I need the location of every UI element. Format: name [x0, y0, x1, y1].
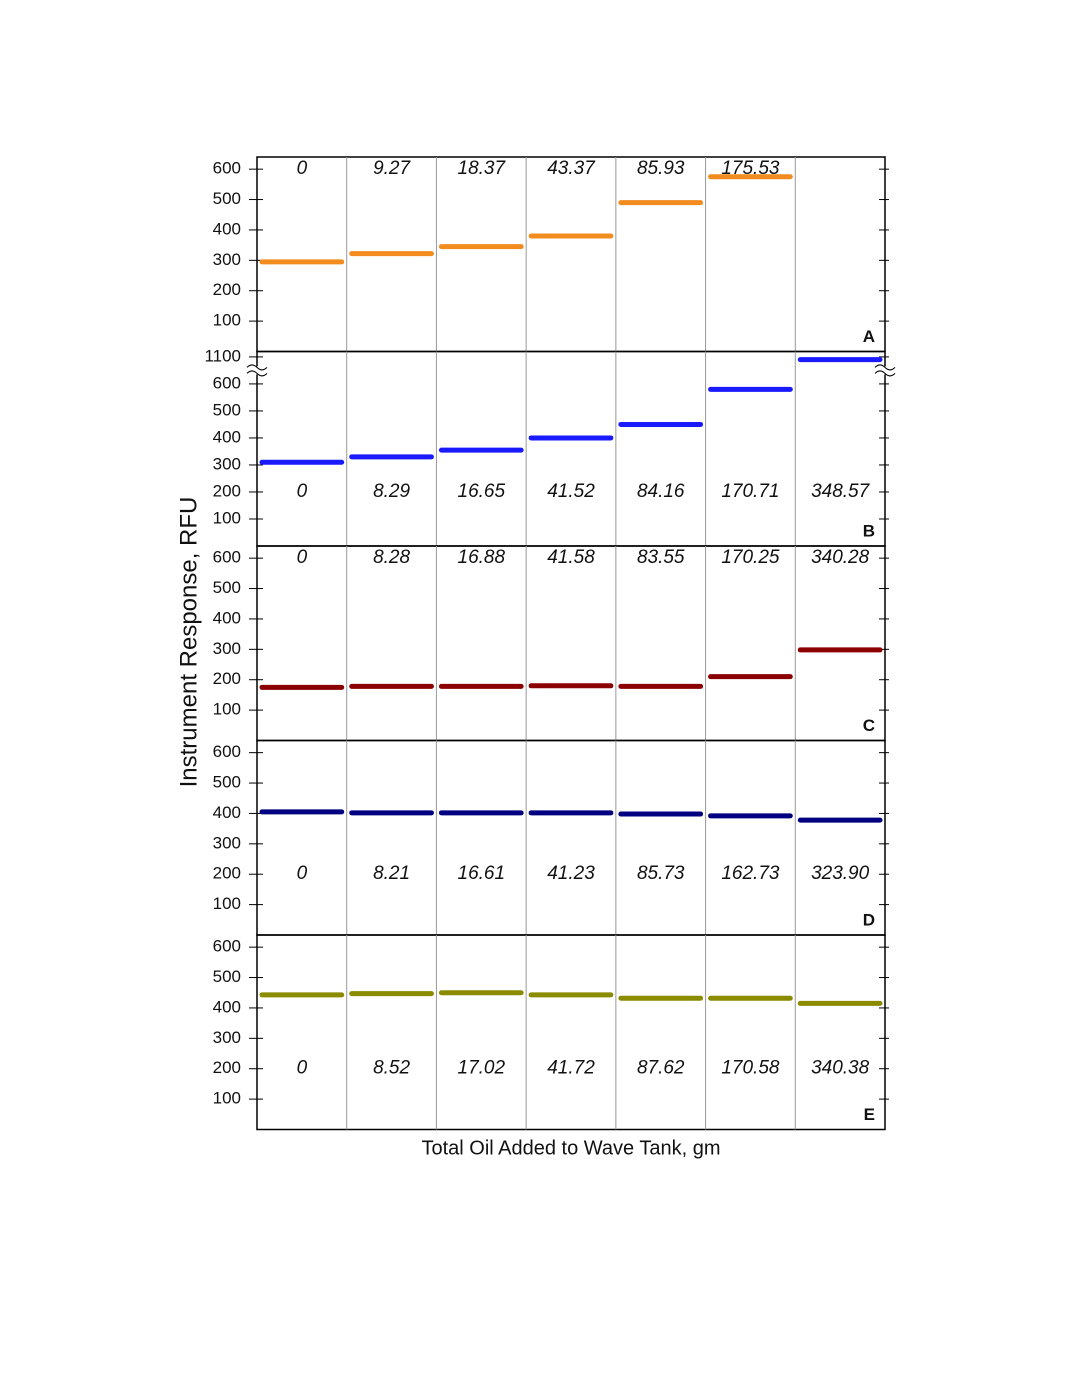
- category-label: 8.28: [373, 547, 410, 568]
- category-label: 9.27: [373, 158, 411, 179]
- category-label: 323.90: [811, 863, 870, 884]
- panel-label: C: [863, 716, 875, 735]
- y-tick-label: 200: [213, 864, 241, 883]
- category-label: 340.28: [811, 547, 870, 568]
- y-tick-label: 500: [213, 189, 241, 208]
- y-tick-label: 300: [213, 833, 241, 852]
- category-label: 348.57: [811, 481, 871, 502]
- category-label: 16.61: [458, 863, 506, 884]
- panel-frame: [256, 350, 886, 547]
- y-tick-label: 400: [213, 219, 241, 238]
- category-label: 83.55: [637, 547, 685, 568]
- category-label: 175.53: [721, 158, 780, 179]
- category-label: 41.72: [547, 1058, 595, 1079]
- category-label: 340.38: [811, 1058, 870, 1079]
- y-tick-label: 400: [213, 608, 241, 627]
- panel-label: B: [863, 521, 875, 540]
- y-tick-label: 300: [213, 1028, 241, 1047]
- axis-break-mark: [246, 364, 268, 377]
- x-axis-label: Total Oil Added to Wave Tank, gm: [421, 1137, 720, 1159]
- y-tick-label: 100: [213, 894, 241, 913]
- y-tick-label: 100: [213, 1089, 241, 1108]
- category-label: 84.16: [637, 481, 685, 502]
- y-tick-label: 500: [213, 400, 241, 419]
- y-tick-label: 600: [213, 373, 241, 392]
- panel-label: E: [864, 1105, 875, 1124]
- category-label: 0: [297, 863, 308, 884]
- y-tick-label: 100: [213, 311, 241, 330]
- y-tick-label: 400: [213, 427, 241, 446]
- category-label: 0: [297, 1058, 308, 1079]
- panel-label: D: [863, 910, 875, 929]
- y-tick-label: 400: [213, 997, 241, 1016]
- axis-break-mark: [874, 364, 896, 377]
- category-label: 8.52: [373, 1058, 410, 1079]
- category-label: 85.73: [637, 863, 685, 884]
- category-label: 41.58: [547, 547, 595, 568]
- y-tick-label: 300: [213, 250, 241, 269]
- category-label: 41.23: [547, 863, 595, 884]
- y-tick-label: 600: [213, 937, 241, 956]
- axis-break-gap: [879, 366, 891, 375]
- y-tick-label: 400: [213, 803, 241, 822]
- category-label: 0: [297, 547, 308, 568]
- y-tick-label: 300: [213, 639, 241, 658]
- y-tick-label: 200: [213, 669, 241, 688]
- y-tick-label: 200: [213, 481, 241, 500]
- category-label: 87.62: [637, 1058, 685, 1079]
- category-label: 162.73: [721, 863, 780, 884]
- category-label: 85.93: [637, 158, 685, 179]
- y-tick-label: 100: [213, 508, 241, 527]
- category-label: 43.37: [547, 158, 596, 179]
- panel-frame: [256, 545, 886, 742]
- y-tick-label: 100: [213, 700, 241, 719]
- y-axis-label: Instrument Response, RFU: [175, 497, 202, 788]
- panel-frame: [256, 739, 886, 936]
- y-tick-label: 600: [213, 548, 241, 567]
- category-label: 170.25: [721, 547, 780, 568]
- y-tick-label: 200: [213, 280, 241, 299]
- category-label: 18.37: [458, 158, 507, 179]
- category-label: 170.71: [721, 481, 779, 502]
- category-label: 8.29: [373, 481, 410, 502]
- category-label: 170.58: [721, 1058, 780, 1079]
- category-label: 0: [297, 158, 308, 179]
- category-label: 16.65: [458, 481, 506, 502]
- category-label: 41.52: [547, 481, 595, 502]
- panel-label: A: [863, 327, 875, 346]
- panel-frame: [256, 934, 886, 1131]
- y-tick-label: 600: [213, 159, 241, 178]
- y-tick-label: 200: [213, 1058, 241, 1077]
- y-tick-label: 600: [213, 742, 241, 761]
- category-label: 17.02: [458, 1058, 506, 1079]
- category-label: 0: [297, 481, 308, 502]
- y-tick-label: 500: [213, 578, 241, 597]
- category-label: 16.88: [458, 547, 506, 568]
- y-tick-label: 500: [213, 773, 241, 792]
- category-label: 8.21: [373, 863, 410, 884]
- y-tick-label: 300: [213, 454, 241, 473]
- axis-break-gap: [251, 366, 263, 375]
- y-tick-label: 1100: [204, 346, 241, 365]
- y-tick-label: 500: [213, 967, 241, 986]
